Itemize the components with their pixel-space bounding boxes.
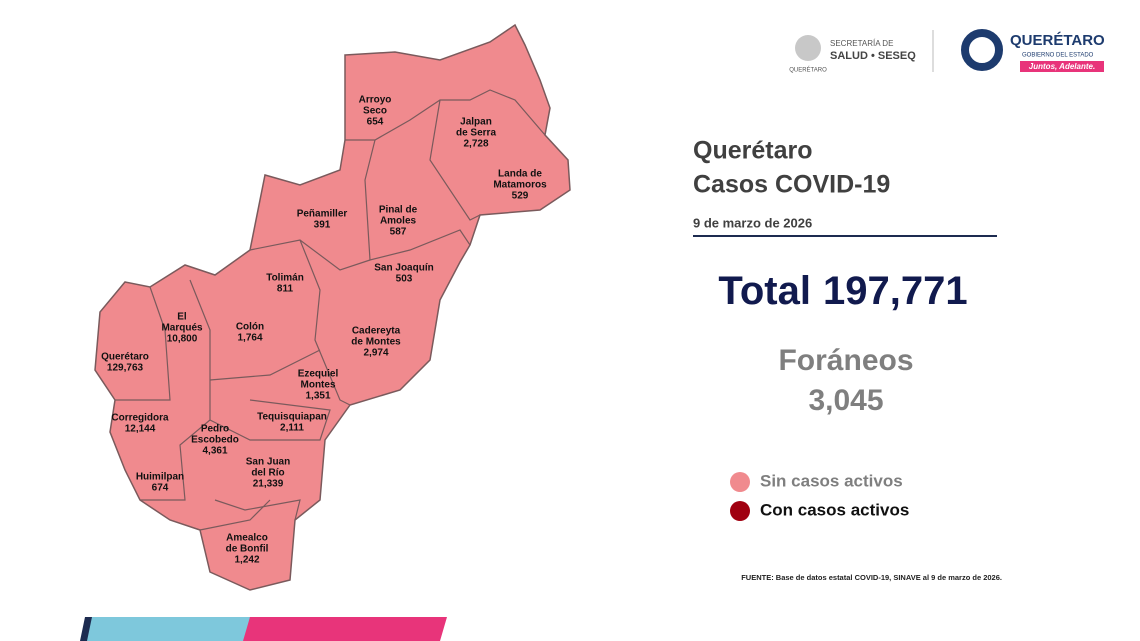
municipality-name: Marqués [161, 323, 203, 334]
municipality-cases: 12,144 [125, 424, 156, 435]
municipal-border [429, 99, 481, 221]
municipality-cases: 1,242 [234, 555, 259, 566]
municipality-name: Pinal de [379, 205, 418, 216]
municipality-name: del Río [251, 468, 284, 479]
municipality-name: Arroyo [359, 95, 392, 106]
logo-text: Juntos, Adelante. [1029, 62, 1095, 71]
municipality-name: Colón [236, 322, 264, 333]
municipality-cases: 654 [367, 117, 384, 128]
legend-swatch [730, 501, 750, 521]
municipal-border [214, 499, 301, 521]
municipality-cases: 4,361 [202, 446, 227, 457]
total-value: 197,771 [823, 269, 968, 313]
municipality-cases: 587 [390, 227, 407, 238]
municipality-name: Peñamiller [297, 209, 348, 220]
municipality-cases: 129,763 [107, 363, 144, 374]
municipality-name: Amealco [226, 533, 268, 544]
municipality-name: Ezequiel [298, 369, 339, 380]
q-logo [961, 29, 1003, 71]
subtitle: Casos COVID-19 [693, 171, 890, 199]
municipality-cases: 811 [277, 284, 294, 295]
municipality-name: El [177, 312, 187, 323]
logo-text: SALUD • SESEQ [830, 50, 916, 62]
date: 9 de marzo de 2026 [693, 215, 812, 230]
municipality-name: Montes [301, 380, 336, 391]
municipal-border [209, 399, 331, 441]
municipality-name: Querétaro [101, 352, 149, 363]
municipality-name: Tequisquiapan [257, 412, 327, 423]
municipal-border [199, 499, 271, 531]
stripe [243, 617, 447, 641]
slogan-bg [1020, 61, 1104, 72]
municipality-cases: 391 [314, 220, 331, 231]
municipality-name: de Montes [351, 337, 401, 348]
municipality-cases: 2,728 [463, 139, 488, 150]
municipality-name: de Bonfil [226, 544, 269, 555]
municipality-cases: 1,351 [305, 391, 330, 402]
municipal-border [249, 239, 371, 271]
logos: SECRETARÍA DE SALUD • SESEQ QUERÉTARO QU… [789, 29, 1105, 74]
municipal-border [209, 349, 321, 381]
total: Total 197,771 [718, 269, 967, 313]
state-map [94, 23, 571, 591]
logo-text: QUERÉTARO [789, 67, 827, 74]
municipality-name: San Juan [246, 457, 290, 468]
municipality-name: Huimilpan [136, 472, 184, 483]
municipality-name: Tolimán [266, 273, 304, 284]
municipality-cases: 21,339 [253, 479, 284, 490]
municipality-name: Amoles [380, 216, 417, 227]
municipality-name: San Joaquín [374, 263, 433, 274]
municipal-border [345, 89, 546, 141]
municipality-name: Matamoros [493, 180, 547, 191]
title: Querétaro [693, 137, 812, 165]
municipal-border [140, 279, 211, 501]
municipality-cases: 2,974 [363, 348, 388, 359]
municipality-cases: 10,800 [167, 334, 198, 345]
logo-text: GOBIERNO DEL ESTADO [1022, 53, 1094, 59]
municipality-name: Cadereyta [352, 326, 401, 337]
logo-text: SECRETARÍA DE [830, 39, 893, 48]
emblem [795, 35, 821, 61]
legend-swatch [730, 472, 750, 492]
municipality-cases: 674 [152, 483, 169, 494]
municipality-cases: 503 [396, 274, 413, 285]
municipal-border [299, 239, 351, 406]
legend-label: Sin casos activos [760, 471, 903, 490]
municipal-border [364, 139, 471, 261]
municipality-name: de Serra [456, 128, 496, 139]
municipality-name: Seco [363, 106, 387, 117]
foraneos-label: Foráneos [778, 344, 913, 377]
legend-label: Con casos activos [760, 500, 909, 519]
municipal-border [115, 286, 171, 401]
foraneos-value: 3,045 [808, 384, 883, 417]
municipality-cases: 2,111 [280, 423, 304, 434]
stripe [87, 617, 250, 641]
municipality-cases: 529 [512, 191, 529, 202]
state-shape [94, 23, 571, 591]
municipality-name: Pedro [201, 424, 229, 435]
municipality-name: Escobedo [191, 435, 239, 446]
logo-text: QUERÉTARO [1010, 32, 1105, 49]
total-label: Total [718, 269, 811, 313]
legend: Sin casos activos Con casos activos [730, 471, 909, 521]
footer-stripe [80, 617, 447, 641]
source: FUENTE: Base de datos estatal COVID-19, … [741, 573, 1002, 582]
municipality-cases: 1,764 [237, 333, 262, 344]
municipality-name: Jalpan [460, 117, 492, 128]
municipality-name: Corregidora [111, 413, 169, 424]
municipality-name: Landa de [498, 169, 542, 180]
